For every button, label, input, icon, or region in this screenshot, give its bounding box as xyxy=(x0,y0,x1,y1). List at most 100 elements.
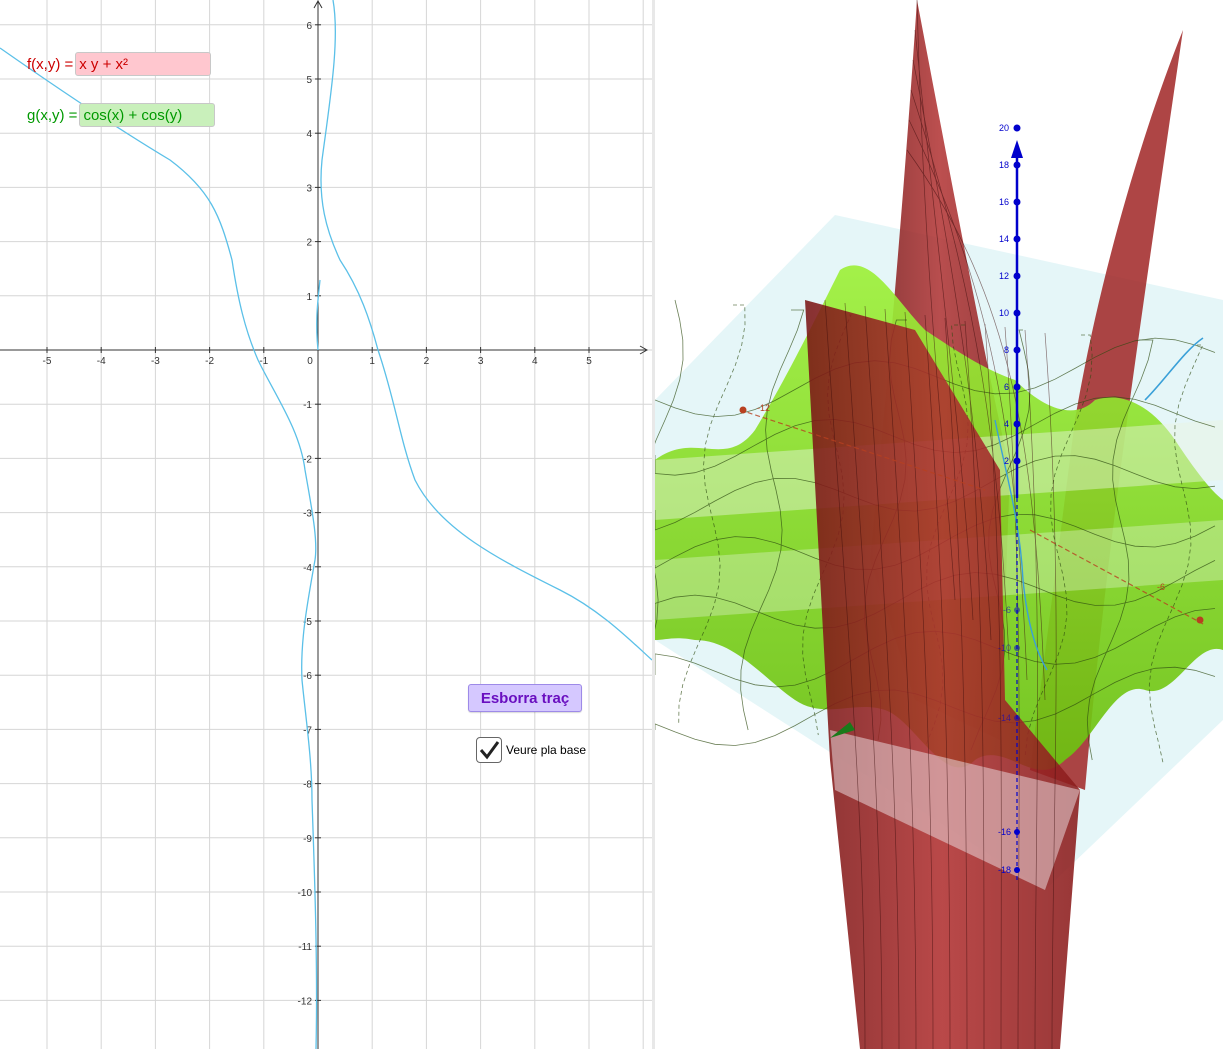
mesh-line xyxy=(1004,326,1020,1049)
y-tick-label: -1 xyxy=(303,400,312,411)
y-tick-label: -5 xyxy=(303,617,312,628)
z-tick-dot xyxy=(1013,457,1021,465)
z-tick-label: 12 xyxy=(999,271,1009,281)
g-input-label: g(x,y) = xyxy=(27,106,78,124)
x-tick-label: 5 xyxy=(586,356,592,367)
f-input-value: x y + x² xyxy=(79,55,129,73)
scene-3d[interactable]: 20 18 16 14 12 10 8 6 4 2 -6 -10 -14 -16 -18 -12 -6 xyxy=(655,0,1223,1049)
x-tick-label: -2 xyxy=(205,356,214,367)
trace-curve-3d-b xyxy=(994,419,1048,671)
mesh-line xyxy=(678,304,746,726)
surface-f-mesh xyxy=(824,0,1057,1049)
mesh-line xyxy=(914,29,974,621)
g-input-value: cos(x) + cos(y) xyxy=(83,106,183,124)
z-tick-dot xyxy=(1013,309,1021,317)
checkmark-icon xyxy=(479,741,500,760)
y-tick-label: -4 xyxy=(303,563,312,574)
z-tick-label: 16 xyxy=(999,197,1009,207)
z-tick-dot xyxy=(1014,715,1020,721)
z-tick-label: 4 xyxy=(1004,419,1009,429)
mesh-line xyxy=(1086,339,1154,761)
mesh-line xyxy=(884,308,917,1049)
mesh-line xyxy=(824,299,866,1049)
y-tick-label: -2 xyxy=(303,454,312,465)
f-input-label: f(x,y) = xyxy=(27,55,74,73)
base-plane-checkbox-row[interactable]: Veure pla base xyxy=(476,737,586,763)
z-tick-label: 10 xyxy=(999,308,1009,318)
mesh-line xyxy=(1044,332,1057,1049)
y-tick-label: 2 xyxy=(306,238,312,249)
trace-curve xyxy=(316,279,321,351)
mesh-line xyxy=(944,317,968,1049)
mesh-line xyxy=(1024,334,1093,756)
x-axis-3d-label: -12 xyxy=(757,403,770,413)
mesh-line xyxy=(916,0,956,601)
trace-curves xyxy=(0,0,652,1049)
coordinate-plane[interactable]: -5 -4 -3 -2 -1 0 1 2 3 4 5654321-1-2-3-4-5-6-7-8-9… xyxy=(0,0,652,1049)
trace-curve xyxy=(320,0,652,661)
z-tick-label: 6 xyxy=(1004,382,1009,392)
y-tick-label: -9 xyxy=(303,834,312,845)
x-tick-label: 0 xyxy=(307,356,313,367)
y-axis-3d-label: -6 xyxy=(1157,582,1165,592)
mesh-line xyxy=(864,305,900,1049)
x-tick-label: -4 xyxy=(97,356,106,367)
x-tick-label: -5 xyxy=(43,356,52,367)
trace-curve-3d-a xyxy=(1144,337,1204,401)
z-tick-label: -14 xyxy=(998,713,1011,723)
base-plane-checkbox-label: Veure pla base xyxy=(506,743,587,757)
y-tick-label: 4 xyxy=(306,129,312,140)
y-tick-label: 1 xyxy=(306,292,312,303)
z-tick-dot xyxy=(1013,420,1021,428)
mesh-line xyxy=(908,119,1028,681)
z-tick-label: -18 xyxy=(998,865,1011,875)
z-tick-label: 2 xyxy=(1004,456,1009,466)
x-tick-label: 1 xyxy=(369,356,375,367)
y-tick-label: -10 xyxy=(298,888,313,899)
z-tick-dot xyxy=(1013,272,1021,280)
y-tick-label: -12 xyxy=(298,996,313,1007)
g-input-field[interactable]: cos(x) + cos(y) xyxy=(79,103,216,127)
g-input-row: g(x,y) = cos(x) + cos(y) xyxy=(27,103,216,127)
mesh-line xyxy=(924,314,951,1049)
mesh-line xyxy=(906,149,1046,701)
graphics-view-3d[interactable]: 20 18 16 14 12 10 8 6 4 2 -6 -10 -14 -16 -18 -12 -6 xyxy=(655,0,1223,1049)
y-tick-label: -3 xyxy=(303,509,312,520)
view-splitter[interactable] xyxy=(652,0,655,1049)
z-axis: 20 18 16 14 12 10 8 6 4 2 -6 -10 -14 -16 -18 -12 -6 xyxy=(739,123,1206,880)
graphics-view-2d[interactable]: -5 -4 -3 -2 -1 0 1 2 3 4 5 6 5 4 3 2 1 -1 -2 -3 -4 -5 -6 -7 -8 -9… xyxy=(0,0,652,1049)
z-axis-arrow-icon xyxy=(1011,140,1023,158)
z-tick-dot xyxy=(1013,124,1021,132)
z-tick-dot xyxy=(1014,645,1020,651)
trace-curve xyxy=(0,47,318,1049)
mesh-line xyxy=(740,309,805,731)
clear-trace-button[interactable]: Esborra traç xyxy=(468,684,582,712)
x-tick-label: -1 xyxy=(259,356,268,367)
z-tick-dot xyxy=(1013,198,1021,206)
z-tick-dot xyxy=(1013,235,1021,243)
z-tick-label: 8 xyxy=(1004,345,1009,355)
z-tick-label: -16 xyxy=(998,827,1011,837)
base-plane-checkbox[interactable] xyxy=(476,737,502,763)
z-tick-dot xyxy=(1014,607,1020,613)
z-tick-dot xyxy=(1013,161,1021,169)
z-tick-dot xyxy=(1013,346,1021,354)
grid-lines xyxy=(0,0,652,1049)
y-axis-arrow-icon xyxy=(313,0,323,9)
z-tick-label: 14 xyxy=(999,234,1009,244)
mesh-line xyxy=(844,302,883,1049)
z-tick-label: 18 xyxy=(999,160,1009,170)
y-tick-label: 5 xyxy=(306,75,312,86)
y-tick-label: 3 xyxy=(306,183,312,194)
y-tick-label: -11 xyxy=(298,942,312,953)
y-axis-3d-dot xyxy=(1196,616,1204,624)
mesh-line xyxy=(984,323,1002,1049)
tick-labels: -5 -4 -3 -2 -1 0 1 2 3 4 5654321-1-2-3-4-5-6-7-8-9… xyxy=(43,21,593,1008)
x-axis-3d xyxy=(739,409,986,491)
mesh-line xyxy=(1024,329,1038,1049)
x-tick-label: 3 xyxy=(478,356,484,367)
f-input-field[interactable]: x y + x² xyxy=(75,52,212,76)
x-tick-label: 4 xyxy=(532,356,538,367)
x-tick-label: 2 xyxy=(424,356,430,367)
mesh-line xyxy=(655,299,684,630)
